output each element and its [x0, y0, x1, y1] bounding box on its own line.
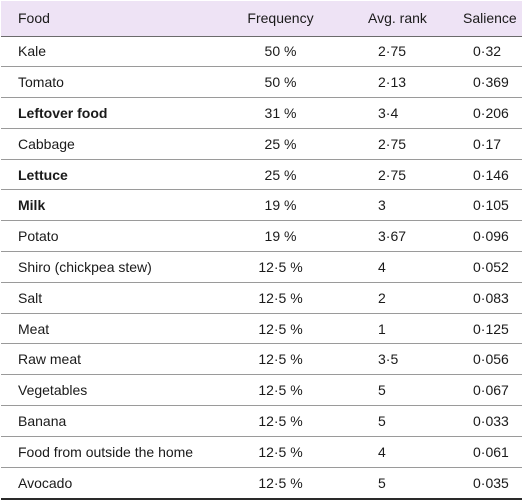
food-cell: Cabbage	[1, 128, 221, 160]
salience-cell: 0·32	[433, 36, 522, 68]
salience-cell: 0·083	[433, 282, 522, 314]
header-frequency: Frequency	[221, 1, 340, 37]
avg-rank-cell: 3·4	[340, 97, 433, 129]
avg-rank-cell: 3·67	[340, 220, 433, 253]
salience-cell: 0·146	[433, 159, 522, 191]
avg-rank-cell: 5	[378, 474, 386, 491]
salience-cell: 0·096	[433, 220, 522, 253]
table-row: Avocado 12·5 % 5 0·035	[1, 467, 522, 498]
table-row: Potato 19 % 3·67 0·096	[1, 220, 522, 253]
food-cell: Milk	[1, 189, 221, 222]
salience-cell: 0·17	[433, 128, 522, 160]
frequency-cell: 31 %	[221, 97, 340, 129]
avg-rank-cell: 5	[340, 405, 433, 437]
salience-cell: 0·061	[433, 436, 522, 468]
avg-rank-cell: 2·75	[340, 159, 433, 191]
table-row: Lettuce 25 % 2·75 0·146	[1, 159, 522, 191]
table-row: Tomato 50 % 2·13 0·369	[1, 66, 522, 99]
frequency-cell: 12·5 %	[221, 251, 340, 283]
frequency-cell: 19 %	[221, 189, 340, 222]
frequency-cell: 50 %	[221, 66, 340, 99]
table-row: Kale 50 % 2·75 0·32	[1, 36, 522, 68]
salience-cell: 0·067	[433, 374, 522, 407]
table-row: Cabbage 25 % 2·75 0·17	[1, 128, 522, 160]
food-cell: Salt	[1, 282, 221, 314]
avg-rank-cell: 3	[340, 189, 433, 222]
avg-rank-cell: 2	[340, 282, 433, 314]
frequency-cell: 12·5 %	[221, 436, 340, 468]
salience-cell: 0·033	[433, 405, 522, 437]
salience-cell: 0·052	[433, 251, 522, 283]
salience-cell: 0·035	[473, 474, 509, 491]
table-row: Raw meat 12·5 % 3·5 0·056	[1, 343, 522, 376]
table-row: Food from outside the home 12·5 % 4 0·061	[1, 436, 522, 468]
food-cell: Meat	[1, 313, 221, 345]
food-cell: Banana	[1, 405, 221, 437]
frequency-cell: 12·5 %	[221, 374, 340, 407]
header-avg-rank: Avg. rank	[340, 1, 433, 37]
frequency-cell: 12·5 %	[221, 343, 340, 376]
frequency-cell: 12·5 %	[221, 282, 340, 314]
header-row: Food Frequency Avg. rank Salience	[1, 1, 522, 37]
frequency-cell: 25 %	[221, 159, 340, 191]
avg-rank-cell: 5	[340, 374, 433, 407]
avg-rank-cell: 1	[340, 313, 433, 345]
salience-cell: 0·125	[433, 313, 522, 345]
frequency-cell: 12·5 %	[258, 474, 303, 491]
food-cell: Kale	[1, 36, 221, 68]
food-cell: Shiro (chickpea stew)	[1, 251, 221, 283]
salience-cell: 0·369	[433, 66, 522, 99]
food-cell: Tomato	[1, 66, 221, 99]
header-food: Food	[1, 1, 221, 37]
food-cell: Lettuce	[1, 159, 221, 191]
food-cell: Food from outside the home	[1, 436, 221, 468]
table-row: Leftover food 31 % 3·4 0·206	[1, 97, 522, 129]
food-cell: Raw meat	[1, 343, 221, 376]
frequency-cell: 12·5 %	[221, 405, 340, 437]
table-row: Vegetables 12·5 % 5 0·067	[1, 374, 522, 407]
avg-rank-cell: 2·75	[340, 128, 433, 160]
frequency-cell: 50 %	[221, 36, 340, 68]
frequency-cell: 12·5 %	[221, 313, 340, 345]
avg-rank-cell: 3·5	[340, 343, 433, 376]
frequency-cell: 19 %	[221, 220, 340, 253]
table-header: Food Frequency Avg. rank Salience	[1, 1, 522, 37]
header-salience: Salience	[433, 1, 522, 37]
salience-cell: 0·105	[433, 189, 522, 222]
avg-rank-cell: 2·75	[340, 36, 433, 68]
avg-rank-cell: 4	[340, 436, 433, 468]
salience-cell: 0·056	[433, 343, 522, 376]
table-body: Kale 50 % 2·75 0·32 Tomato 50 % 2·13 0·369 Lefto…	[1, 36, 522, 498]
food-cell: Vegetables	[1, 374, 221, 407]
table-row: Banana 12·5 % 5 0·033	[1, 405, 522, 437]
avg-rank-cell: 4	[340, 251, 433, 283]
table-row: Salt 12·5 % 2 0·083	[1, 282, 522, 314]
table-row: Shiro (chickpea stew) 12·5 % 4 0·052	[1, 251, 522, 283]
food-cell: Potato	[1, 220, 221, 253]
food-cell: Leftover food	[1, 97, 221, 129]
avg-rank-cell: 2·13	[340, 66, 433, 99]
food-cell: Avocado	[18, 474, 73, 491]
table-row: Milk 19 % 3 0·105	[1, 189, 522, 222]
frequency-cell: 25 %	[221, 128, 340, 160]
table-row: Meat 12·5 % 1 0·125	[1, 313, 522, 345]
salience-cell: 0·206	[433, 97, 522, 129]
